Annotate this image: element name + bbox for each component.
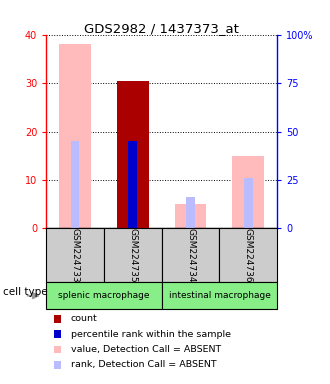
- Text: GDS2982 / 1437373_at: GDS2982 / 1437373_at: [84, 22, 239, 35]
- Text: GSM224734: GSM224734: [186, 228, 195, 283]
- Text: GSM224736: GSM224736: [244, 228, 253, 283]
- Text: GSM224735: GSM224735: [128, 228, 137, 283]
- Bar: [128, 141, 137, 228]
- Text: splenic macrophage: splenic macrophage: [58, 291, 150, 300]
- Text: GSM224733: GSM224733: [71, 228, 80, 283]
- Text: rank, Detection Call = ABSENT: rank, Detection Call = ABSENT: [71, 360, 216, 369]
- Text: percentile rank within the sample: percentile rank within the sample: [71, 329, 231, 339]
- Text: count: count: [71, 314, 98, 323]
- Bar: [186, 197, 195, 228]
- Bar: [117, 81, 149, 228]
- Bar: [244, 178, 253, 228]
- Text: value, Detection Call = ABSENT: value, Detection Call = ABSENT: [71, 345, 221, 354]
- Bar: [59, 44, 91, 228]
- Bar: [175, 204, 207, 228]
- Bar: [232, 156, 264, 228]
- Text: intestinal macrophage: intestinal macrophage: [169, 291, 270, 300]
- Bar: [71, 141, 80, 228]
- Text: cell type: cell type: [3, 287, 48, 297]
